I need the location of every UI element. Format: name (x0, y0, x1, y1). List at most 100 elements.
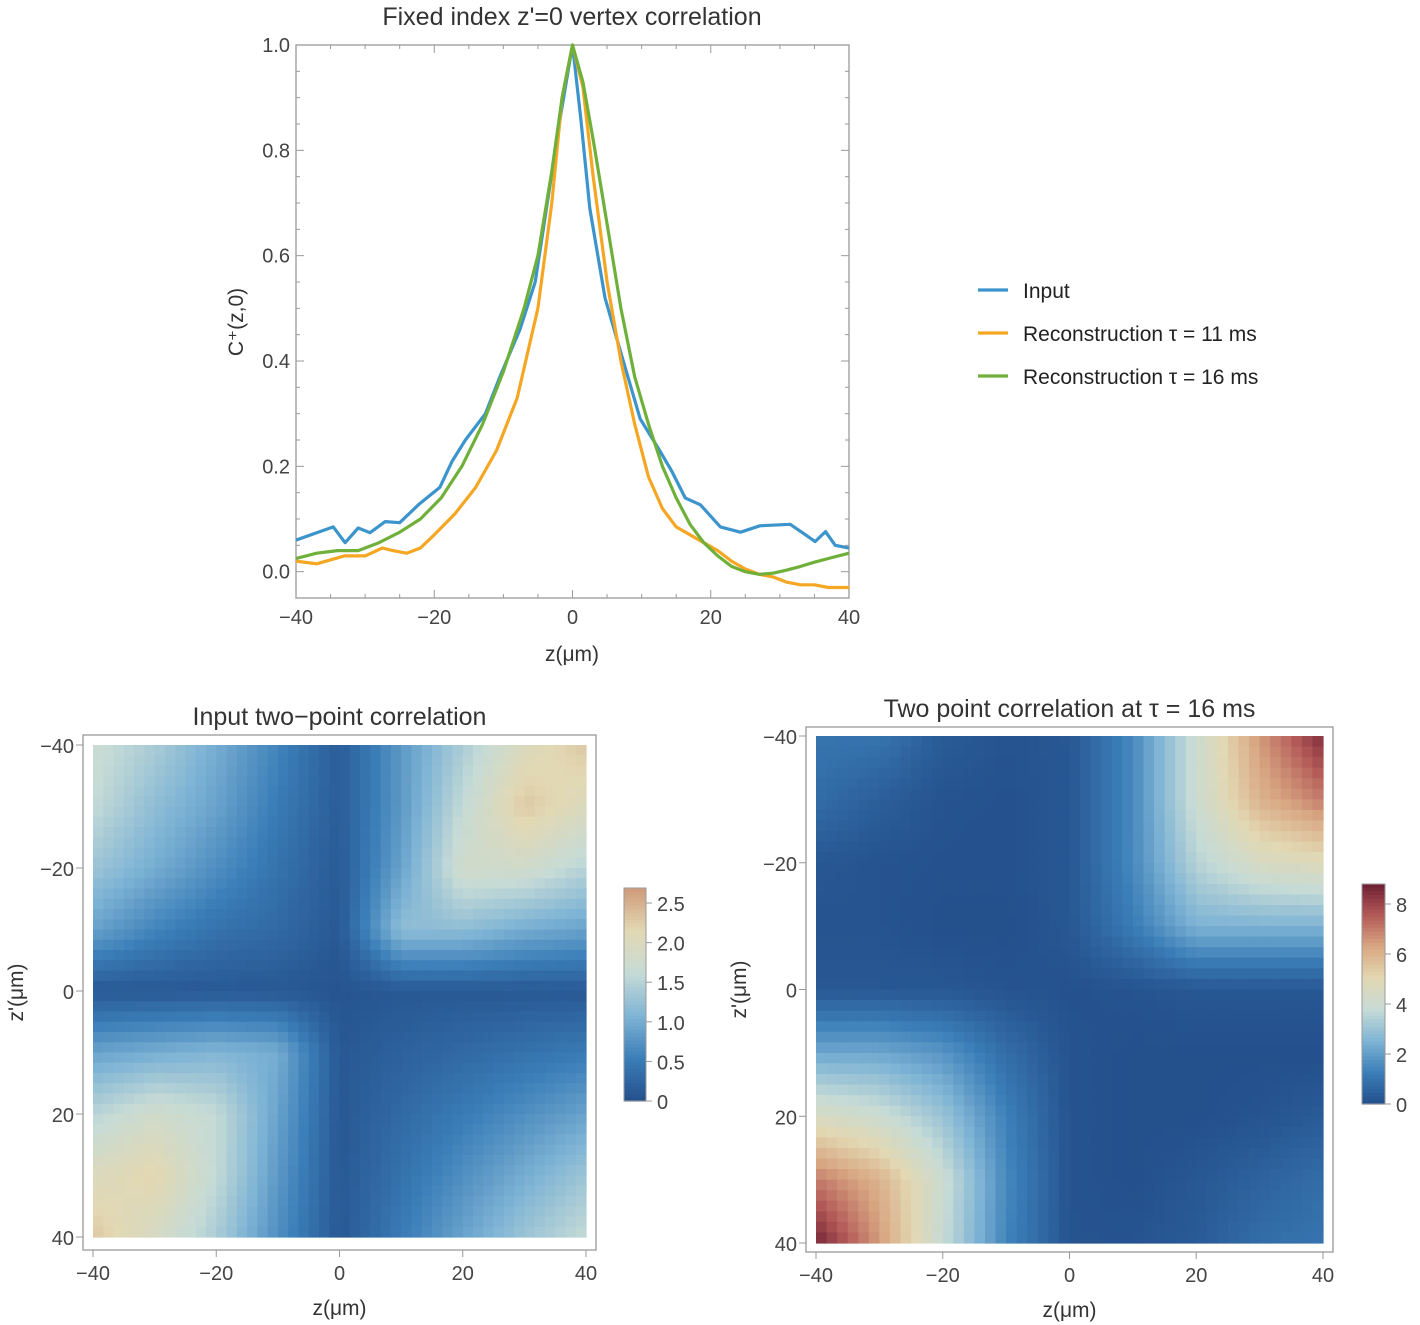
heatmap-cell (154, 1185, 166, 1197)
heatmap-cell (1058, 989, 1071, 1001)
heatmap-cell (534, 950, 546, 961)
heatmap-cell (963, 1095, 976, 1107)
heatmap-cell (1301, 788, 1314, 800)
heatmap-cell (442, 1175, 454, 1187)
heatmap-cell (185, 878, 197, 890)
heatmap-cell (1016, 736, 1028, 748)
heatmap-cell (411, 1165, 423, 1177)
heatmap-cell (236, 1144, 248, 1156)
heatmap-cell (1006, 1095, 1018, 1107)
heatmap-cell (154, 1124, 166, 1136)
colorbar-segment (1362, 994, 1385, 999)
heatmap-cell (858, 905, 870, 917)
heatmap-cell (1259, 989, 1271, 1001)
heatmap-cell (1048, 957, 1060, 969)
heatmap-cell (1196, 926, 1208, 938)
heatmap-cell (298, 1011, 310, 1023)
heatmap-cell (575, 909, 587, 920)
heatmap-cell (452, 991, 464, 1002)
heatmap-cell (1006, 1137, 1018, 1149)
heatmap-cell (1175, 915, 1187, 927)
heatmap-cell (1069, 883, 1081, 896)
heatmap-cell (267, 960, 279, 972)
heatmap-cell (93, 991, 104, 1002)
heatmap-cell (1143, 1126, 1155, 1138)
heatmap-cell (318, 1011, 330, 1023)
heatmap-cell (1143, 767, 1155, 779)
heatmap-cell (1301, 746, 1314, 758)
heatmap-cell (390, 970, 402, 982)
heatmap-cell (1227, 1179, 1240, 1191)
heatmap-cell (298, 868, 310, 879)
heatmap-cell (1291, 915, 1303, 927)
heatmap-cell (1111, 736, 1123, 748)
heatmap-cell (257, 1103, 269, 1115)
heatmap-cell (879, 883, 891, 896)
heatmap-cell (985, 1105, 997, 1117)
heatmap-cell (1249, 1190, 1261, 1202)
colorbar-segment (624, 1054, 646, 1059)
heatmap-cell (216, 1134, 228, 1146)
heatmap-cell (288, 827, 300, 838)
heatmap-cell (565, 857, 577, 869)
heatmap-cell (953, 883, 965, 896)
heatmap-cell (1217, 936, 1229, 948)
heatmap-cell (288, 929, 300, 941)
heatmap-cell (380, 1196, 392, 1207)
heatmap-cell (879, 1232, 891, 1244)
heatmap-cell (1249, 1232, 1261, 1244)
heatmap-cell (816, 799, 828, 811)
heatmap-cell (144, 909, 156, 920)
heatmap-cell (267, 1032, 279, 1043)
heatmap-cell (257, 1144, 269, 1156)
heatmap-cell (1249, 841, 1261, 853)
heatmap-cell (1132, 905, 1145, 917)
heatmap-cell (298, 898, 310, 910)
heatmap-cell (164, 1021, 176, 1033)
heatmap-cell (816, 841, 828, 853)
heatmap-cell (514, 837, 525, 849)
heatmap-cell (858, 820, 870, 832)
heatmap-cell (236, 1001, 248, 1013)
heatmap-cell (1069, 1179, 1081, 1191)
heatmap-cell (837, 1010, 849, 1022)
heatmap-cell (1090, 862, 1102, 874)
heatmap-cell (277, 980, 289, 992)
heatmap-cell (826, 1000, 838, 1012)
heatmap-cell (900, 1095, 912, 1107)
heatmap-cell (164, 745, 176, 756)
heatmap-cell (226, 1032, 238, 1043)
heatmap-cell (1132, 820, 1145, 832)
heatmap-cell (175, 857, 187, 869)
heatmap-cell (1217, 1063, 1229, 1075)
heatmap-cell (900, 1179, 912, 1191)
heatmap-cell (401, 1206, 412, 1218)
heatmap-cell (932, 788, 944, 800)
heatmap-cell (267, 970, 279, 982)
heatmap-cell (493, 1155, 505, 1166)
heatmap-cell (1048, 936, 1060, 948)
heatmap-cell (503, 847, 515, 859)
heatmap-cell (216, 847, 228, 859)
heatmap-cell (493, 1062, 505, 1074)
heatmap-cell (257, 745, 269, 756)
heatmap-cell (1016, 1221, 1028, 1234)
heatmap-cell (431, 1175, 443, 1187)
heatmap-cell (134, 765, 145, 777)
heatmap-cell (277, 1032, 289, 1043)
heatmap-cell (390, 888, 402, 900)
heatmap-cell (575, 765, 587, 777)
heatmap-cell (473, 1196, 484, 1207)
heatmap-cell (942, 831, 954, 843)
heatmap-cell (534, 909, 546, 920)
heatmap-cell (349, 827, 361, 838)
heatmap-cell (1164, 1158, 1176, 1170)
heatmap-cell (1164, 905, 1176, 917)
heatmap-cell (1037, 1031, 1049, 1043)
heatmap-cell (113, 847, 125, 859)
heatmap-cell (1175, 978, 1187, 991)
legend-label: Reconstruction τ = 11 ms (1023, 323, 1257, 346)
heatmap-cell (879, 1000, 891, 1012)
heatmap-cell (1006, 841, 1018, 853)
heatmap-cell (1058, 1084, 1071, 1096)
